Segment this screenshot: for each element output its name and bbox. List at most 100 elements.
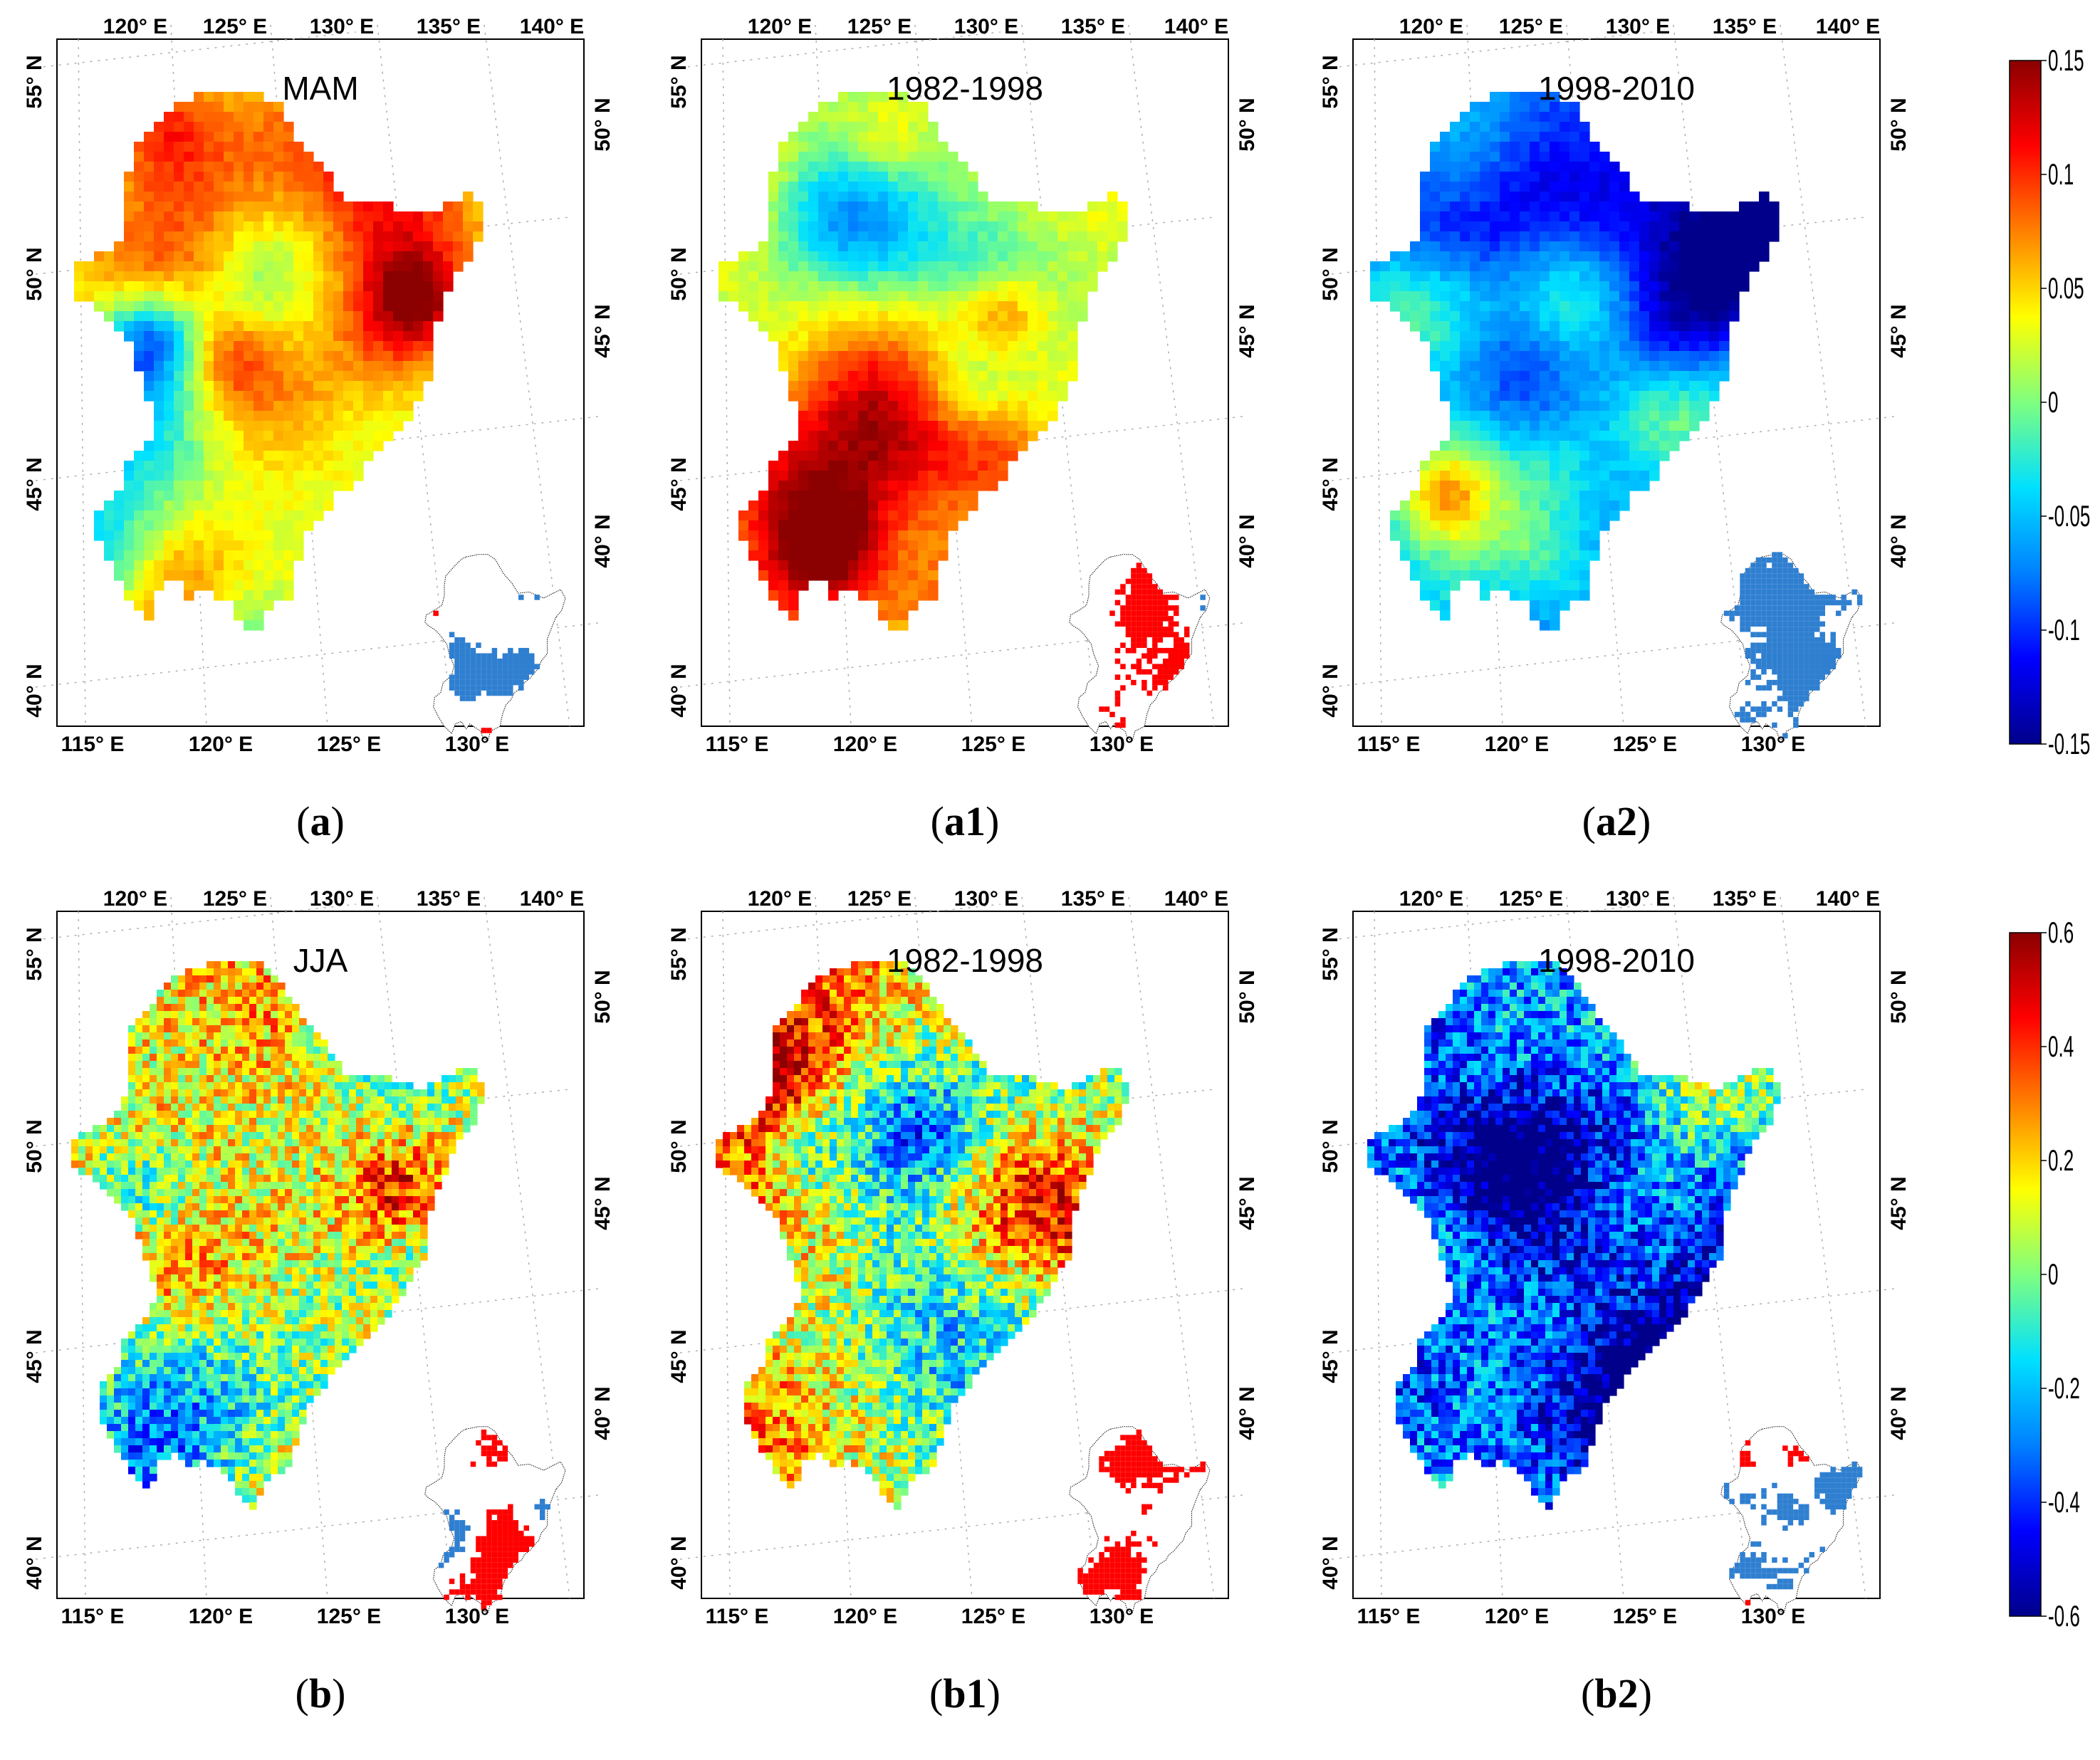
lon-label-top: 125° E — [847, 15, 911, 38]
colorbar-tick-label: 0 — [2048, 1258, 2058, 1292]
panel-caption: (b2) — [1581, 1670, 1652, 1717]
lon-label-top: 125° E — [1499, 15, 1563, 38]
colorbar-tick-label: 0.05 — [2048, 272, 2084, 305]
lon-label-bottom: 120° E — [189, 1605, 253, 1628]
lat-label-left: 50° N — [1319, 1119, 1342, 1173]
lat-label-left: 55° N — [23, 55, 46, 108]
lon-label-top: 130° E — [1606, 887, 1670, 911]
colorbar-tick-label: -0.1 — [2048, 614, 2080, 647]
colorbar-tick-label: -0.05 — [2048, 500, 2090, 533]
lon-label-bottom: 120° E — [1485, 1605, 1549, 1628]
lat-label-left: 45° N — [23, 1329, 46, 1383]
lat-label-right: 40° N — [1887, 1386, 1911, 1440]
lon-label-bottom: 130° E — [445, 1605, 509, 1628]
lon-label-top: 135° E — [1713, 15, 1777, 38]
lat-label-left: 45° N — [667, 457, 691, 510]
lon-label-top: 135° E — [1713, 887, 1777, 911]
axis-labels: 120° E 125° E 130° E 135° E 140° E 115° E 120°… — [1319, 887, 1911, 1628]
field-cells — [719, 92, 1128, 631]
lat-label-left: 50° N — [667, 247, 691, 300]
colorbar-gradient — [2009, 60, 2042, 745]
lon-label-top: 140° E — [1816, 15, 1880, 38]
lat-label-right: 45° N — [1236, 1176, 1259, 1230]
colorbar-summer: 0.6 0.4 0.2 0 -0.2 -0.4 -0.6 — [2009, 918, 2080, 1630]
lat-label-left: 40° N — [667, 1536, 691, 1589]
lon-label-top: 120° E — [1399, 15, 1463, 38]
significance-inset — [1069, 1426, 1211, 1614]
lat-label-left: 55° N — [1319, 55, 1342, 108]
significance-inset — [1720, 552, 1863, 742]
lat-label-right: 50° N — [1887, 970, 1911, 1023]
significance-inset — [1069, 554, 1211, 742]
lon-label-top: 140° E — [1164, 887, 1228, 911]
lat-label-left: 45° N — [667, 1329, 691, 1383]
lon-label-bottom: 130° E — [1741, 733, 1805, 756]
field-cells — [1367, 961, 1781, 1510]
lon-label-bottom: 130° E — [1090, 1605, 1154, 1628]
lon-label-top: 135° E — [417, 887, 481, 911]
lon-label-top: 135° E — [417, 15, 481, 38]
colorbar-tick-label: 0.15 — [2048, 46, 2084, 78]
lon-label-bottom: 115° E — [1357, 733, 1421, 756]
lat-label-left: 40° N — [1319, 1536, 1342, 1589]
lon-label-bottom: 125° E — [1613, 733, 1677, 756]
lon-label-top: 130° E — [954, 887, 1018, 911]
lat-label-right: 50° N — [1887, 98, 1911, 151]
lon-label-top: 140° E — [520, 15, 584, 38]
lon-label-top: 130° E — [1606, 15, 1670, 38]
lon-label-bottom: 115° E — [706, 733, 769, 756]
lon-label-top: 135° E — [1061, 887, 1125, 911]
colorbar-tick-label: -0.6 — [2048, 1600, 2080, 1630]
panel-title: 1998-2010 — [1538, 942, 1695, 979]
lat-label-left: 45° N — [1319, 457, 1342, 510]
lat-label-right: 40° N — [591, 1386, 615, 1440]
lat-label-right: 45° N — [591, 304, 615, 357]
lat-label-left: 40° N — [23, 1536, 46, 1589]
field-cells — [716, 961, 1129, 1510]
lat-label-left: 55° N — [667, 927, 691, 980]
lon-label-bottom: 120° E — [1485, 733, 1549, 756]
lon-label-bottom: 120° E — [833, 733, 897, 756]
colorbar-tick-label: 0 — [2048, 386, 2058, 419]
lat-label-left: 50° N — [23, 1119, 46, 1173]
field-cells — [1370, 92, 1780, 631]
significance-inset — [424, 554, 566, 742]
lon-label-top: 120° E — [748, 887, 812, 911]
lon-label-top: 130° E — [310, 15, 374, 38]
lat-label-right: 40° N — [591, 514, 615, 567]
lat-label-left: 55° N — [1319, 927, 1342, 980]
lon-label-bottom: 115° E — [1357, 1605, 1421, 1628]
lon-label-bottom: 120° E — [833, 1605, 897, 1628]
colorbar-tick-label: 0.1 — [2048, 158, 2074, 192]
panel-title: JJA — [293, 942, 348, 979]
lat-label-right: 45° N — [1887, 304, 1911, 357]
lon-label-top: 135° E — [1061, 15, 1125, 38]
lat-label-right: 45° N — [1887, 1176, 1911, 1230]
colorbar-tick-label: 0.2 — [2048, 1144, 2074, 1178]
colorbar-tick-label: -0.4 — [2048, 1486, 2080, 1519]
lat-label-right: 45° N — [1236, 304, 1259, 357]
lon-label-top: 140° E — [1164, 15, 1228, 38]
lat-label-right: 50° N — [591, 970, 615, 1023]
panel-title: 1998-2010 — [1538, 70, 1695, 107]
significance-inset — [424, 1426, 566, 1614]
lat-label-right: 40° N — [1236, 514, 1259, 567]
lon-label-bottom: 125° E — [961, 1605, 1025, 1628]
colorbar-tick-label: -0.2 — [2048, 1372, 2080, 1405]
axis-labels: 120° E 125° E 130° E 135° E 140° E 115° E 120°… — [23, 887, 615, 1628]
lon-label-top: 130° E — [954, 15, 1018, 38]
lon-label-top: 140° E — [1816, 887, 1880, 911]
axis-labels: 120° E 125° E 130° E 135° E 140° E 115° E 120°… — [1319, 15, 1911, 756]
lon-label-top: 120° E — [103, 15, 167, 38]
lon-label-bottom: 130° E — [1741, 1605, 1805, 1628]
lon-label-top: 125° E — [203, 887, 267, 911]
lat-label-left: 50° N — [1319, 247, 1342, 300]
panel-title: MAM — [282, 70, 358, 107]
lat-label-right: 50° N — [591, 98, 615, 151]
